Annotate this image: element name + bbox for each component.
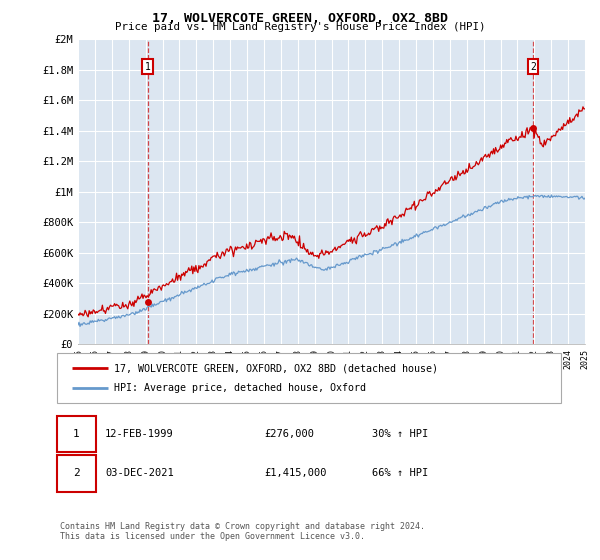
Text: 30% ↑ HPI: 30% ↑ HPI (372, 429, 428, 439)
Text: 2: 2 (530, 62, 536, 72)
Text: Contains HM Land Registry data © Crown copyright and database right 2024.
This d: Contains HM Land Registry data © Crown c… (60, 522, 425, 542)
Text: HPI: Average price, detached house, Oxford: HPI: Average price, detached house, Oxfo… (114, 383, 366, 393)
Text: Price paid vs. HM Land Registry's House Price Index (HPI): Price paid vs. HM Land Registry's House … (115, 22, 485, 32)
Text: 12-FEB-1999: 12-FEB-1999 (105, 429, 174, 439)
Text: 03-DEC-2021: 03-DEC-2021 (105, 468, 174, 478)
Text: 1: 1 (145, 62, 151, 72)
Text: 17, WOLVERCOTE GREEN, OXFORD, OX2 8BD (detached house): 17, WOLVERCOTE GREEN, OXFORD, OX2 8BD (d… (114, 363, 438, 373)
Text: £276,000: £276,000 (264, 429, 314, 439)
Text: 66% ↑ HPI: 66% ↑ HPI (372, 468, 428, 478)
Text: £1,415,000: £1,415,000 (264, 468, 326, 478)
Text: 1: 1 (73, 429, 80, 439)
Text: 2: 2 (73, 468, 80, 478)
Text: 17, WOLVERCOTE GREEN, OXFORD, OX2 8BD: 17, WOLVERCOTE GREEN, OXFORD, OX2 8BD (152, 12, 448, 25)
